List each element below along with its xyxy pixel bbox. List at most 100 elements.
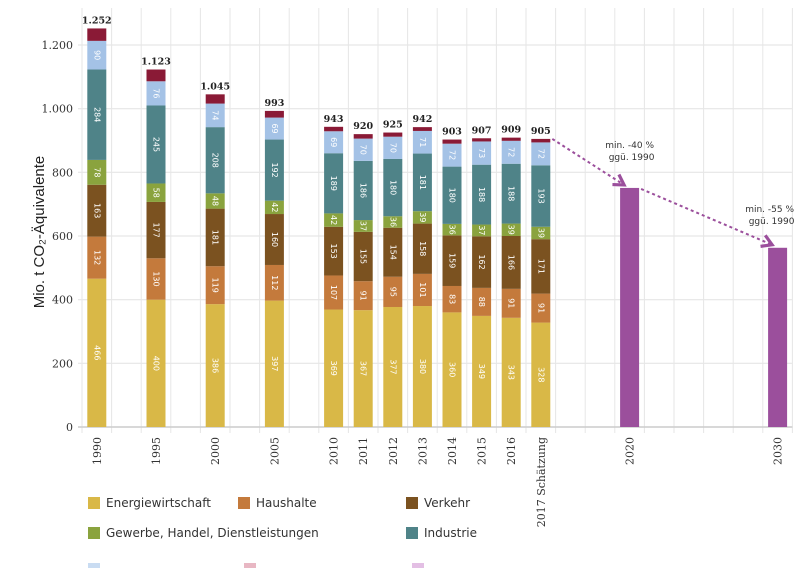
bar-segment <box>501 140 521 164</box>
bar-segment <box>146 105 166 184</box>
segment-value-label: 377 <box>388 359 397 374</box>
bar-segment <box>205 94 225 104</box>
bar-segment <box>442 139 462 144</box>
legend-label: Gewerbe, Handel, Dienstleistungen <box>106 526 319 540</box>
bar-segment <box>87 236 107 279</box>
x-tick-label: 2010 <box>328 437 341 465</box>
total-label: 920 <box>353 121 373 132</box>
bar-stack-2013: 380 101 158 39 181 71 942 <box>412 114 432 427</box>
bar-segment <box>264 139 284 201</box>
bar-segment <box>353 138 373 161</box>
bar-segment <box>324 309 344 427</box>
legend-label: Verkehr <box>424 496 471 510</box>
bar-segment <box>501 163 521 224</box>
total-label: 1.123 <box>141 57 171 68</box>
segment-value-label: 37 <box>477 225 486 235</box>
segment-value-label: 78 <box>92 167 101 177</box>
bar-stack-2015: 349 88 162 37 188 73 907 <box>472 125 492 427</box>
segment-value-label: 90 <box>92 50 101 60</box>
segment-value-label: 180 <box>448 188 457 203</box>
bar-segment <box>412 273 432 307</box>
segment-value-label: 91 <box>536 303 545 313</box>
bar-segment <box>472 224 492 237</box>
segment-value-label: 69 <box>270 123 279 133</box>
bar-segment <box>353 220 373 232</box>
bar-segment <box>87 28 107 41</box>
bar-stack-1995: 400 130 177 58 245 76 1.123 <box>141 57 171 427</box>
segment-value-label: 95 <box>388 287 397 297</box>
bar-segment <box>264 117 284 140</box>
bar-segment <box>531 293 551 323</box>
segment-value-label: 360 <box>448 362 457 377</box>
x-tick-label: 2014 <box>446 437 459 465</box>
bar-segment <box>324 226 344 276</box>
segment-value-label: 70 <box>388 143 397 153</box>
x-tick-label: 2017 Schätzung <box>535 437 548 527</box>
total-label: 925 <box>383 120 403 131</box>
total-label: 905 <box>531 126 551 137</box>
target-annotation: ggü. 1990 <box>749 217 795 227</box>
bar-stack-2014: 360 83 159 36 180 72 903 <box>442 127 462 427</box>
segment-value-label: 386 <box>211 358 220 373</box>
bar-stack-2011: 367 91 155 37 186 70 920 <box>353 121 373 427</box>
bar-segment <box>501 236 521 289</box>
bar-stack-2012: 377 95 154 36 180 70 925 <box>383 120 403 427</box>
bar-segment <box>383 306 403 427</box>
x-tick-label: 2011 <box>357 437 370 465</box>
bar-segment <box>264 264 284 301</box>
bar-segment <box>205 103 225 128</box>
bar-segment <box>205 127 225 194</box>
bar-segment <box>442 235 462 286</box>
y-tick-label: 1.000 <box>42 103 74 116</box>
bar-segment <box>146 183 166 202</box>
bar-segment <box>412 223 432 274</box>
bar-segment <box>412 211 432 224</box>
bar-segment <box>146 201 166 259</box>
legend-item-energiewirtschaft: Energiewirtschaft <box>88 496 238 510</box>
bar-stack-2005: 397 112 160 42 192 69 993 <box>264 98 284 427</box>
legend-swatch <box>406 527 418 539</box>
segment-value-label: 76 <box>152 88 161 98</box>
bar-segment <box>442 312 462 427</box>
bar-segment <box>205 208 225 267</box>
segment-value-label: 91 <box>507 298 516 308</box>
bar-segment <box>87 184 107 237</box>
segment-value-label: 466 <box>92 345 101 360</box>
legend-swatch <box>88 527 100 539</box>
x-tick-label: 2013 <box>416 437 429 465</box>
grid <box>78 8 793 433</box>
bar-segment <box>531 226 551 240</box>
bar-segment <box>324 153 344 214</box>
bar-segment <box>501 288 521 318</box>
total-label: 907 <box>472 125 492 136</box>
segment-value-label: 154 <box>388 245 397 260</box>
bar-stack-2017: 328 91 171 39 193 72 905 <box>531 126 551 427</box>
segment-value-label: 192 <box>270 162 279 177</box>
segment-value-label: 186 <box>359 183 368 198</box>
bar-segment <box>531 322 551 427</box>
bar-segment <box>472 141 492 165</box>
total-label: 993 <box>264 98 284 109</box>
bar-segment <box>531 239 551 294</box>
bar-segment <box>264 200 284 215</box>
segment-value-label: 284 <box>92 107 101 122</box>
segment-value-label: 193 <box>536 188 545 203</box>
bar-segment <box>146 81 166 106</box>
segment-value-label: 74 <box>211 110 220 120</box>
y-tick-label: 400 <box>52 294 73 307</box>
bar-segment <box>501 223 521 236</box>
total-label: 942 <box>412 114 432 125</box>
segment-value-label: 158 <box>418 241 427 256</box>
x-tick-label: 2012 <box>387 437 400 465</box>
bar-segment <box>442 166 462 224</box>
segment-value-label: 88 <box>477 297 486 307</box>
segment-value-label: 367 <box>359 361 368 376</box>
bar-segment <box>353 231 373 282</box>
target-bar-2030 <box>768 247 788 427</box>
segment-value-label: 160 <box>270 232 279 247</box>
total-label: 943 <box>324 114 344 125</box>
emissions-chart: 0 200 400 600 800 1.000 1.200 Mio. t CO₂-Äquiv… <box>31 8 795 527</box>
target-annotation: ggü. 1990 <box>609 153 655 163</box>
segment-value-label: 166 <box>507 255 516 270</box>
bar-segment <box>383 276 403 307</box>
